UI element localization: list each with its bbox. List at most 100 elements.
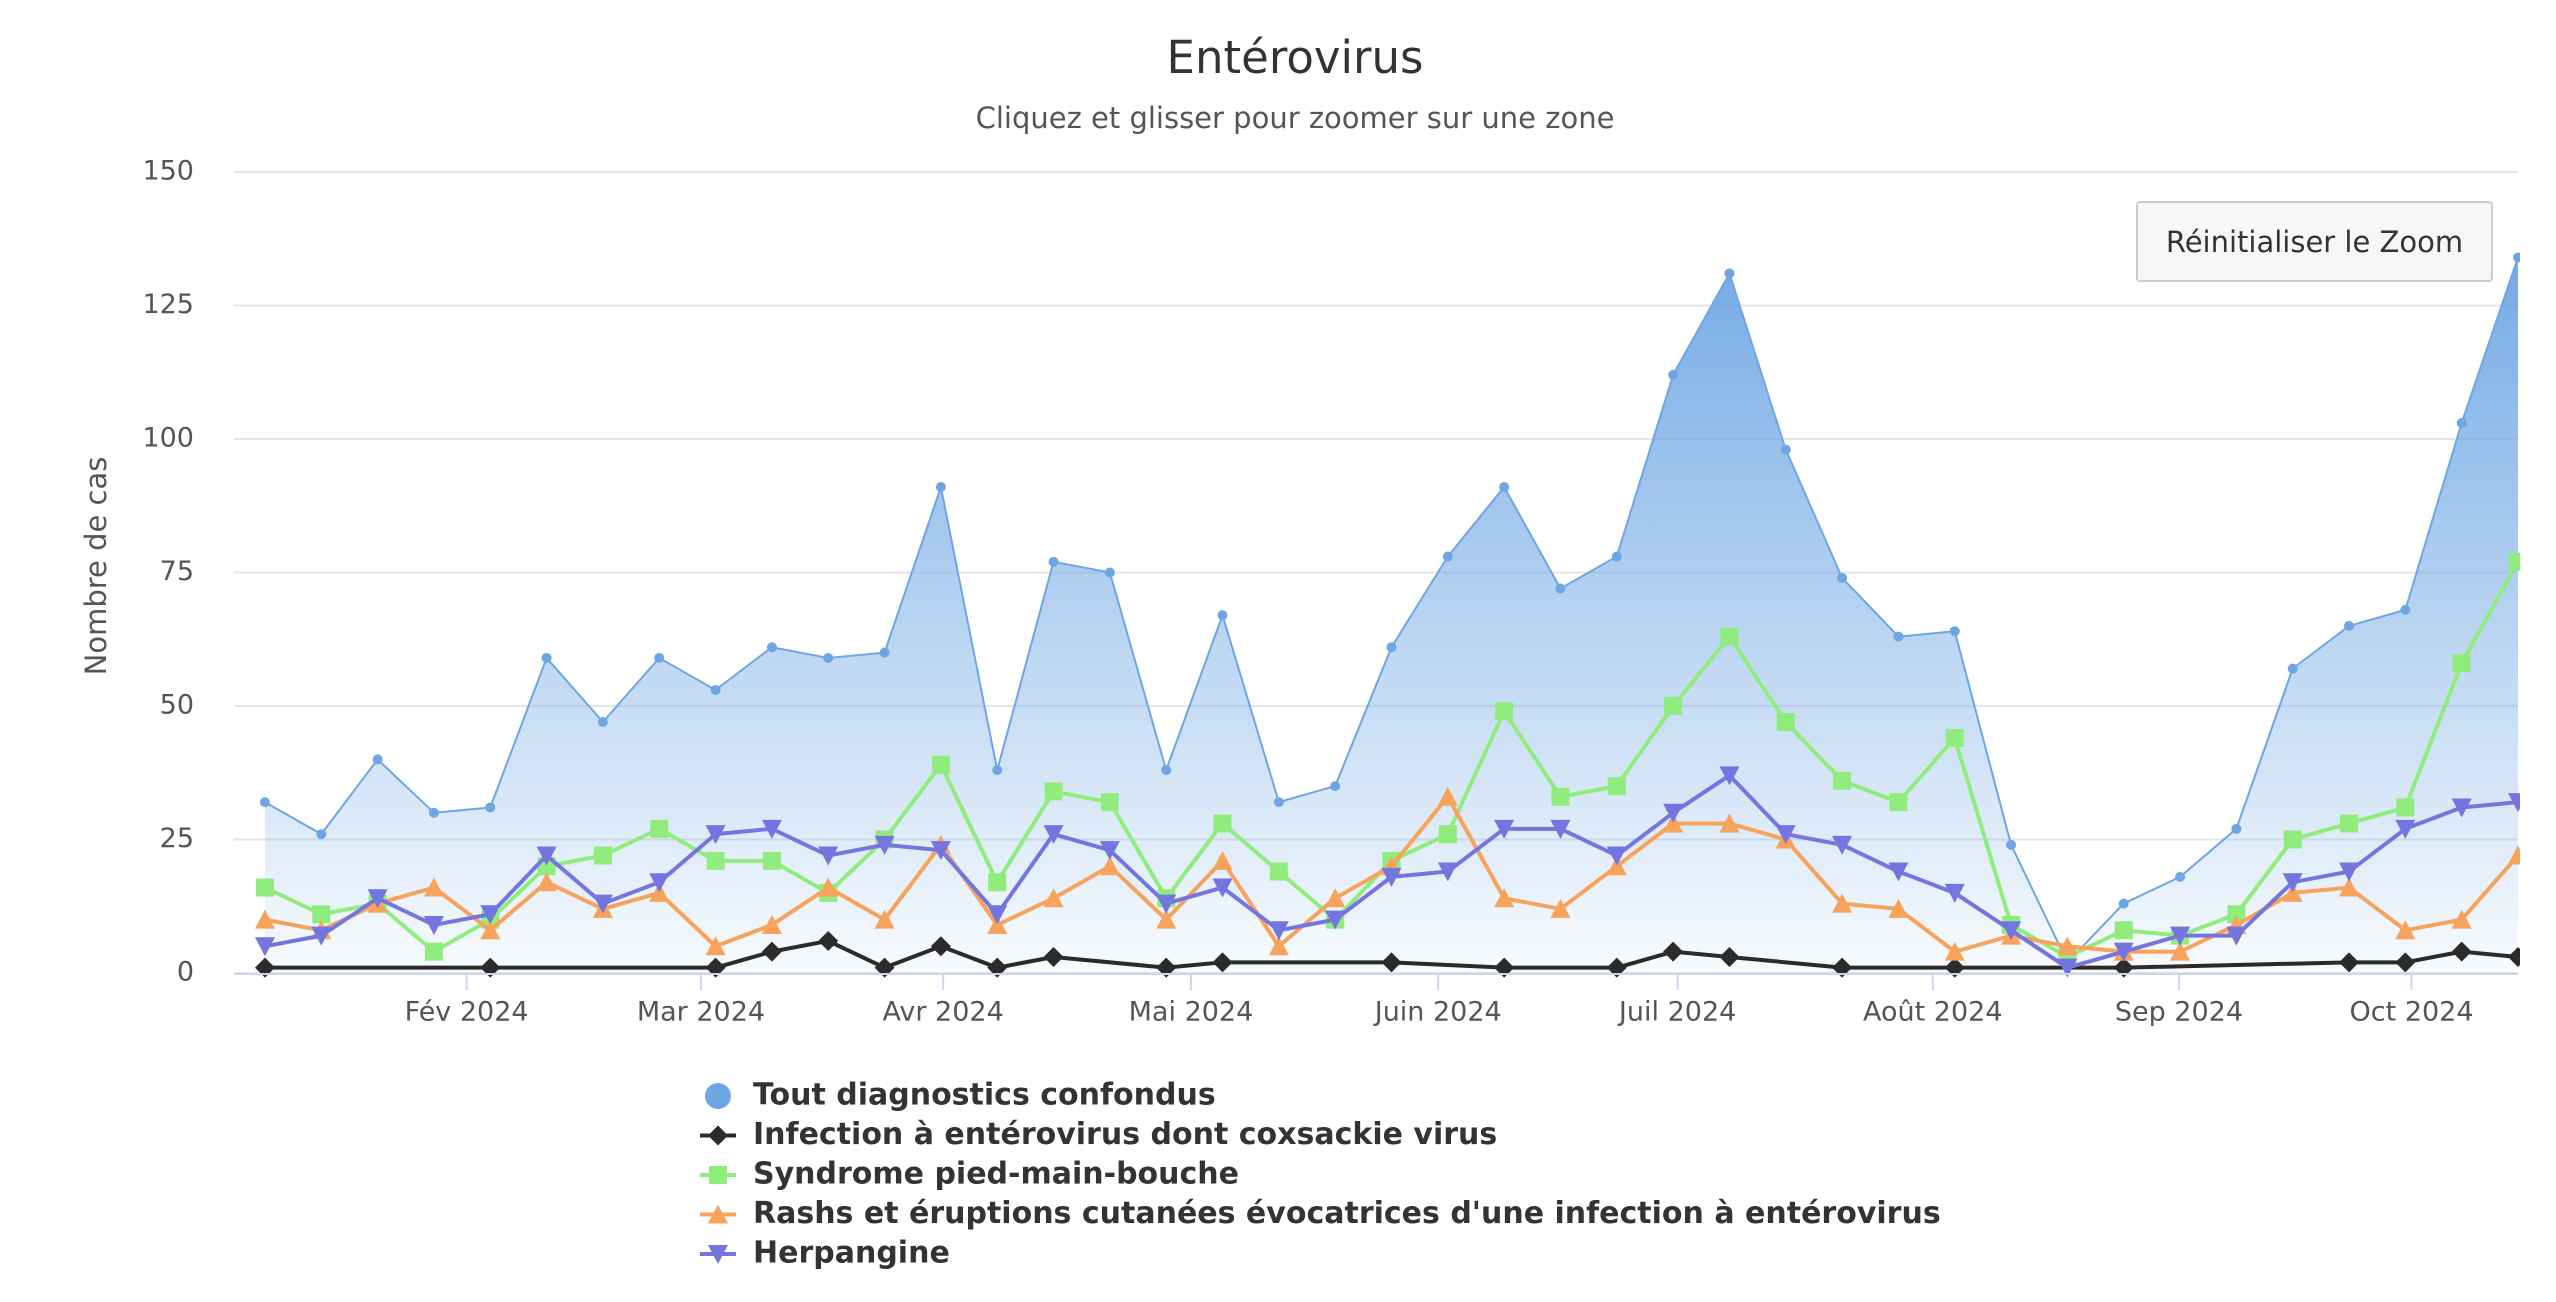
marker [1889, 793, 1908, 812]
x-tick-label: Août 2024 [1863, 997, 2003, 1028]
legend-marker [708, 1204, 728, 1224]
marker [2170, 926, 2191, 946]
marker [1156, 909, 1177, 929]
marker [992, 765, 1003, 776]
area-fill [264, 257, 2519, 973]
marker [2339, 952, 2360, 973]
marker [2509, 552, 2520, 571]
marker [1663, 803, 1684, 823]
marker [935, 482, 946, 493]
marker [316, 829, 327, 840]
marker [710, 684, 721, 695]
marker [1606, 856, 1627, 876]
marker [2451, 941, 2472, 962]
marker [1893, 631, 1904, 642]
marker [592, 894, 613, 914]
marker [1719, 946, 1740, 967]
x-tick-label: Juin 2024 [1373, 997, 1502, 1028]
marker [2400, 604, 2411, 615]
marker [1043, 825, 1064, 845]
marker [1663, 941, 1684, 962]
marker [2452, 654, 2471, 673]
x-tick-label: Avr 2024 [883, 997, 1004, 1028]
marker [423, 877, 444, 897]
legend: Tout diagnostics confondus Infection à en… [700, 1078, 1941, 1271]
marker [1212, 952, 1233, 973]
marker [1664, 697, 1683, 715]
x-tick-label: Mar 2024 [637, 997, 765, 1028]
marker [1944, 941, 1965, 961]
marker [2396, 798, 2415, 817]
marker [1043, 888, 1064, 908]
marker [1888, 862, 1909, 882]
marker [1550, 819, 1571, 839]
marker [1325, 910, 1346, 930]
marker [1330, 781, 1341, 792]
marker [1438, 825, 1457, 844]
y-tick-label: 0 [177, 957, 194, 988]
marker [1381, 952, 1402, 973]
marker [654, 652, 665, 663]
marker [1832, 835, 1853, 855]
marker [1044, 782, 1063, 801]
marker [1494, 957, 1515, 978]
marker [823, 652, 834, 663]
marker [705, 936, 726, 956]
marker [931, 755, 950, 774]
reset-zoom-button[interactable]: Réinitialiser le Zoom [2136, 201, 2493, 282]
marker [2508, 793, 2520, 813]
marker [1104, 567, 1115, 578]
marker [480, 957, 501, 978]
x-tick-label: Fév 2024 [405, 997, 529, 1028]
chart-title: Entérovirus [1167, 31, 1424, 84]
marker [874, 957, 895, 978]
marker [255, 878, 274, 897]
marker [2227, 905, 2246, 924]
marker [1494, 888, 1515, 908]
marker [2006, 839, 2017, 850]
marker [2451, 798, 2472, 818]
marker [1213, 814, 1232, 833]
marker [1550, 898, 1571, 918]
axes: 0 25 50 75 100 125 150 Fév 2024 Mar 2024 Avr 2024… [142, 156, 2518, 1028]
y-tick-label: 150 [142, 156, 194, 187]
marker [988, 873, 1007, 892]
marker [2231, 823, 2242, 834]
marker [1945, 729, 1964, 748]
marker [2395, 920, 2416, 940]
marker [1611, 551, 1622, 562]
legend-marker [705, 1083, 731, 1109]
legend-label: Infection à entérovirus dont coxsackie v… [753, 1117, 1497, 1152]
plot-area [254, 252, 2520, 978]
marker [1775, 825, 1796, 845]
x-tick-label: Juil 2024 [1617, 997, 1736, 1028]
marker [1161, 765, 1172, 776]
y-tick-label: 100 [142, 423, 194, 454]
marker [649, 882, 670, 902]
marker [818, 930, 839, 951]
marker [2282, 873, 2303, 893]
marker [593, 846, 612, 865]
marker [1268, 936, 1289, 956]
marker [1832, 893, 1853, 913]
marker [1437, 862, 1458, 882]
marker [987, 914, 1008, 934]
marker [706, 851, 725, 870]
marker [1888, 898, 1909, 918]
marker [650, 819, 669, 838]
marker [874, 835, 895, 855]
marker [766, 642, 777, 653]
marker [424, 942, 443, 961]
marker [1833, 771, 1852, 790]
marker [1551, 787, 1570, 806]
marker [2287, 663, 2298, 674]
legend-label: Tout diagnostics confondus [753, 1078, 1216, 1113]
marker [2395, 952, 2416, 973]
legend-label: Herpangine [753, 1236, 950, 1271]
y-tick-label: 75 [160, 556, 194, 587]
marker [1724, 268, 1735, 279]
marker [1273, 797, 1284, 808]
marker [1606, 846, 1627, 866]
